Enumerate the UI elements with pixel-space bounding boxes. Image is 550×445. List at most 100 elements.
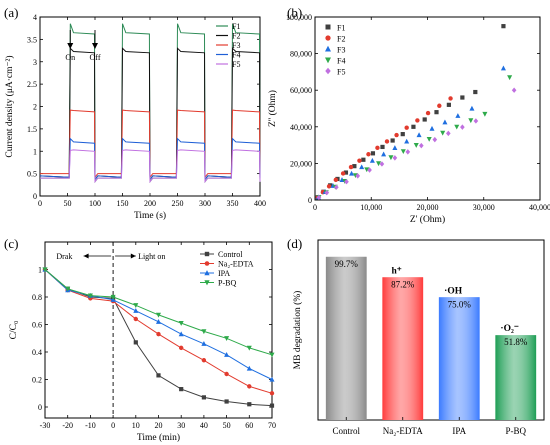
data-point-F5: [511, 87, 517, 93]
data-point-F4: [468, 118, 474, 124]
data-point-P-BQ: [178, 321, 184, 326]
bar-shine: [495, 335, 537, 420]
x-axis-title: Time (s): [134, 210, 166, 221]
y-tick-label: 0: [33, 192, 37, 201]
legend-label-F2: F2: [337, 35, 345, 44]
series-line-F5: [40, 149, 261, 184]
data-point-F2: [326, 184, 332, 189]
data-point-F5: [379, 161, 385, 167]
data-point-F4: [364, 167, 370, 173]
y-axis-title: Current density (μA·cm⁻²): [4, 55, 15, 157]
y-tick-label: 0.5: [27, 170, 37, 179]
legend-marker-F2: [325, 35, 331, 41]
x-tick-label: 40: [200, 421, 208, 430]
data-point-P-BQ: [201, 329, 207, 335]
data-point-IPA: [246, 365, 252, 371]
data-point-IPA: [224, 352, 230, 357]
data-point-F1: [343, 170, 349, 175]
data-point-F2: [366, 152, 371, 157]
bar-value-label: 51.8%: [504, 337, 528, 347]
x-tick-label: 30: [177, 421, 185, 430]
data-point-F1: [400, 132, 405, 137]
legend-label-Control: Control: [218, 250, 243, 259]
data-point-F5: [405, 149, 411, 155]
data-point-F2: [357, 158, 362, 163]
data-point-Na₂-EDTA: [133, 316, 139, 322]
y-tick-label: 0: [38, 403, 42, 412]
data-point-F2: [404, 125, 409, 130]
y-tick-label: 3: [33, 58, 37, 67]
x-tick-label: 0: [111, 421, 115, 430]
x-tick-label: 50: [223, 421, 231, 430]
x-tick-label: 10,000: [360, 203, 382, 212]
data-point-F2: [394, 132, 399, 138]
data-point-F2: [448, 96, 453, 101]
y-tick-label: 1.5: [27, 125, 37, 134]
data-point-Control: [224, 399, 229, 404]
data-point-F3: [369, 157, 375, 163]
data-point-F2: [437, 103, 442, 108]
x-tick-label: 100: [89, 199, 101, 208]
data-point-F2: [384, 139, 390, 144]
panel-label: (c): [4, 236, 18, 251]
data-point-P-BQ: [155, 312, 162, 318]
y-axis-title: MB degradation (%): [292, 291, 303, 370]
data-point-F4: [440, 130, 446, 136]
data-point-F4: [482, 111, 488, 117]
data-point-F3: [500, 65, 506, 71]
x-tick-label: 50: [64, 199, 72, 208]
annotation-arrow-head: [92, 43, 98, 49]
data-point-F4: [454, 124, 460, 130]
y-tick-label: 20,000: [290, 159, 312, 168]
data-point-F3: [392, 145, 398, 150]
data-point-P-BQ: [42, 267, 48, 273]
x-tick-label: 0: [313, 203, 317, 212]
annotation-arrowhead-right: [130, 253, 136, 259]
data-point-F1: [434, 110, 439, 115]
legend-label-F5: F5: [232, 60, 240, 69]
data-point-F1: [460, 95, 465, 100]
bar-species-label: ·OH: [444, 286, 463, 296]
data-point-P-BQ: [110, 294, 116, 300]
bar-shine: [438, 297, 480, 420]
y-tick-label: 3.5: [27, 35, 37, 44]
data-point-P-BQ: [65, 286, 71, 292]
data-point-F3: [455, 113, 461, 118]
data-point-Na₂-EDTA: [224, 371, 229, 377]
data-point-F2: [375, 145, 380, 151]
data-point-F2: [425, 110, 431, 116]
legend-marker-F5: [325, 67, 331, 75]
data-point-F5: [316, 194, 322, 201]
bar-value-label: 99.7%: [335, 259, 359, 269]
data-point-F1: [390, 138, 395, 143]
legend-marker-P-BQ: [204, 280, 210, 286]
y-tick-label: 80,000: [290, 50, 312, 59]
data-point-F5: [367, 167, 372, 173]
data-point-F3: [469, 105, 475, 111]
x-tick-label: -20: [62, 421, 73, 430]
data-point-F4: [376, 161, 382, 167]
bar-value-label: 87.2%: [391, 279, 415, 289]
data-point-F4: [400, 149, 406, 155]
y-tick-label: 0.2: [32, 376, 42, 385]
data-point-F2: [348, 164, 354, 170]
data-point-F1: [473, 89, 478, 95]
x-tick-label: -10: [85, 421, 96, 430]
data-point-F4: [413, 143, 419, 148]
y-tick-label: 1: [33, 147, 37, 156]
data-point-IPA: [155, 319, 162, 324]
legend-label-F1: F1: [232, 22, 240, 31]
y-tick-label: 0.6: [32, 321, 42, 330]
x-tick-label: 0: [38, 199, 42, 208]
legend-label-P-BQ: P-BQ: [218, 279, 236, 288]
annotation-arrowhead-left: [83, 253, 89, 259]
annotation-on: On: [65, 53, 75, 62]
data-point-Na₂-EDTA: [178, 345, 184, 351]
data-point-P-BQ: [224, 336, 230, 341]
data-point-F5: [392, 155, 398, 161]
legend-label-F4: F4: [232, 51, 240, 60]
x-tick-label: 300: [199, 199, 211, 208]
plot-frame: [314, 16, 541, 201]
data-point-F5: [344, 178, 349, 185]
